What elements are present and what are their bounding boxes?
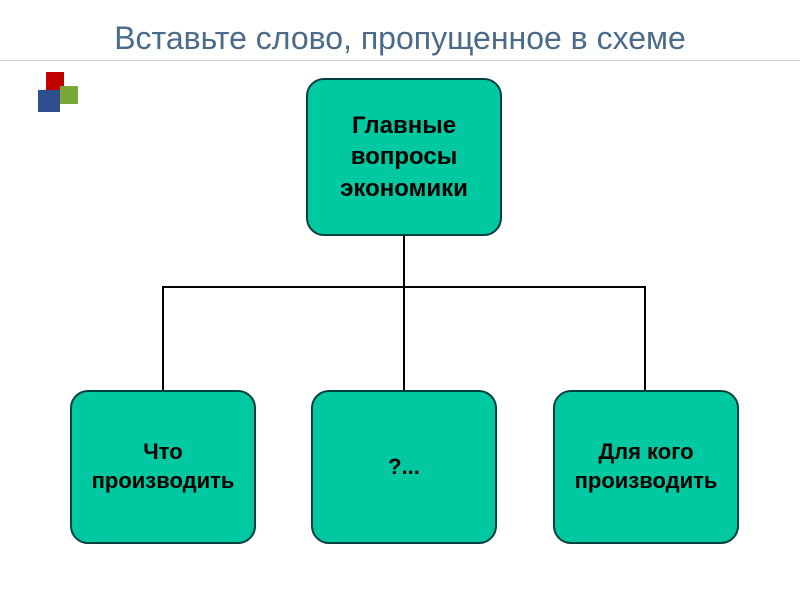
root-node-label: Главные вопросы экономики [318,110,490,204]
page-title: Вставьте слово, пропущенное в схеме [0,20,800,57]
child-node-2: ?... [311,390,497,544]
child-node-1: Что производить [70,390,256,544]
diagram-container: Главные вопросы экономики Что производит… [0,70,800,590]
child-node-2-label: ?... [388,453,420,482]
child-node-1-label: Что производить [82,438,244,495]
connector-vertical-2 [403,286,405,390]
root-node: Главные вопросы экономики [306,78,502,236]
title-divider [0,60,800,61]
connector-vertical-top [403,236,405,286]
child-node-3: Для кого производить [553,390,739,544]
connector-vertical-1 [162,286,164,390]
connector-vertical-3 [644,286,646,390]
child-node-3-label: Для кого производить [565,438,727,495]
